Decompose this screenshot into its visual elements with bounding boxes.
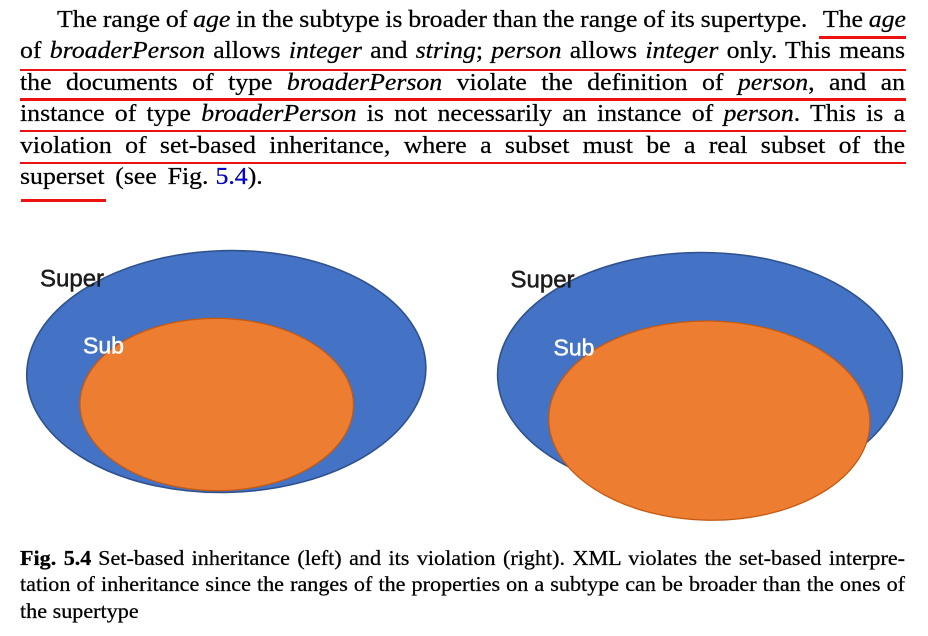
- svg-text:Super: Super: [511, 267, 575, 294]
- svg-text:Super: Super: [40, 266, 104, 293]
- svg-text:Sub: Sub: [554, 334, 595, 360]
- svg-text:Sub: Sub: [83, 333, 124, 359]
